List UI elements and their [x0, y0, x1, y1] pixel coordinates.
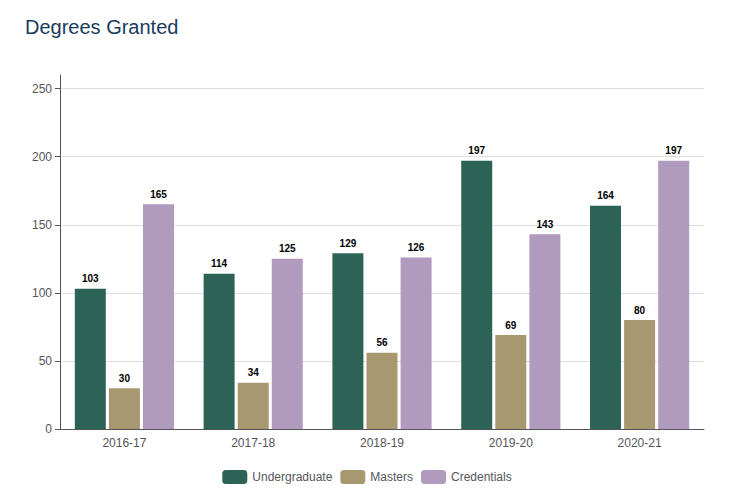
svg-text:0: 0 [45, 422, 52, 436]
svg-text:2017-18: 2017-18 [231, 436, 275, 450]
svg-text:2019-20: 2019-20 [489, 436, 533, 450]
svg-text:103: 103 [82, 273, 99, 284]
svg-text:2020-21: 2020-21 [618, 436, 662, 450]
svg-text:164: 164 [597, 190, 614, 201]
svg-text:Credentials: Credentials [451, 470, 512, 484]
svg-text:200: 200 [32, 150, 52, 164]
svg-text:143: 143 [537, 219, 554, 230]
svg-text:114: 114 [211, 258, 228, 269]
svg-text:2016-17: 2016-17 [102, 436, 146, 450]
svg-text:2018-19: 2018-19 [360, 436, 404, 450]
svg-text:125: 125 [279, 243, 296, 254]
svg-text:129: 129 [340, 238, 357, 249]
svg-text:69: 69 [505, 320, 517, 331]
svg-text:50: 50 [39, 354, 53, 368]
svg-text:34: 34 [248, 367, 260, 378]
svg-text:30: 30 [119, 373, 131, 384]
svg-text:100: 100 [32, 286, 52, 300]
svg-text:Degrees Granted: Degrees Granted [25, 16, 178, 38]
svg-text:80: 80 [634, 305, 646, 316]
svg-text:197: 197 [468, 145, 485, 156]
svg-text:Undergraduate: Undergraduate [252, 470, 332, 484]
svg-text:150: 150 [32, 218, 52, 232]
svg-text:197: 197 [665, 145, 682, 156]
svg-text:250: 250 [32, 82, 52, 96]
svg-text:126: 126 [408, 242, 425, 253]
svg-text:165: 165 [150, 189, 167, 200]
svg-text:56: 56 [376, 337, 388, 348]
svg-text:Masters: Masters [370, 470, 413, 484]
